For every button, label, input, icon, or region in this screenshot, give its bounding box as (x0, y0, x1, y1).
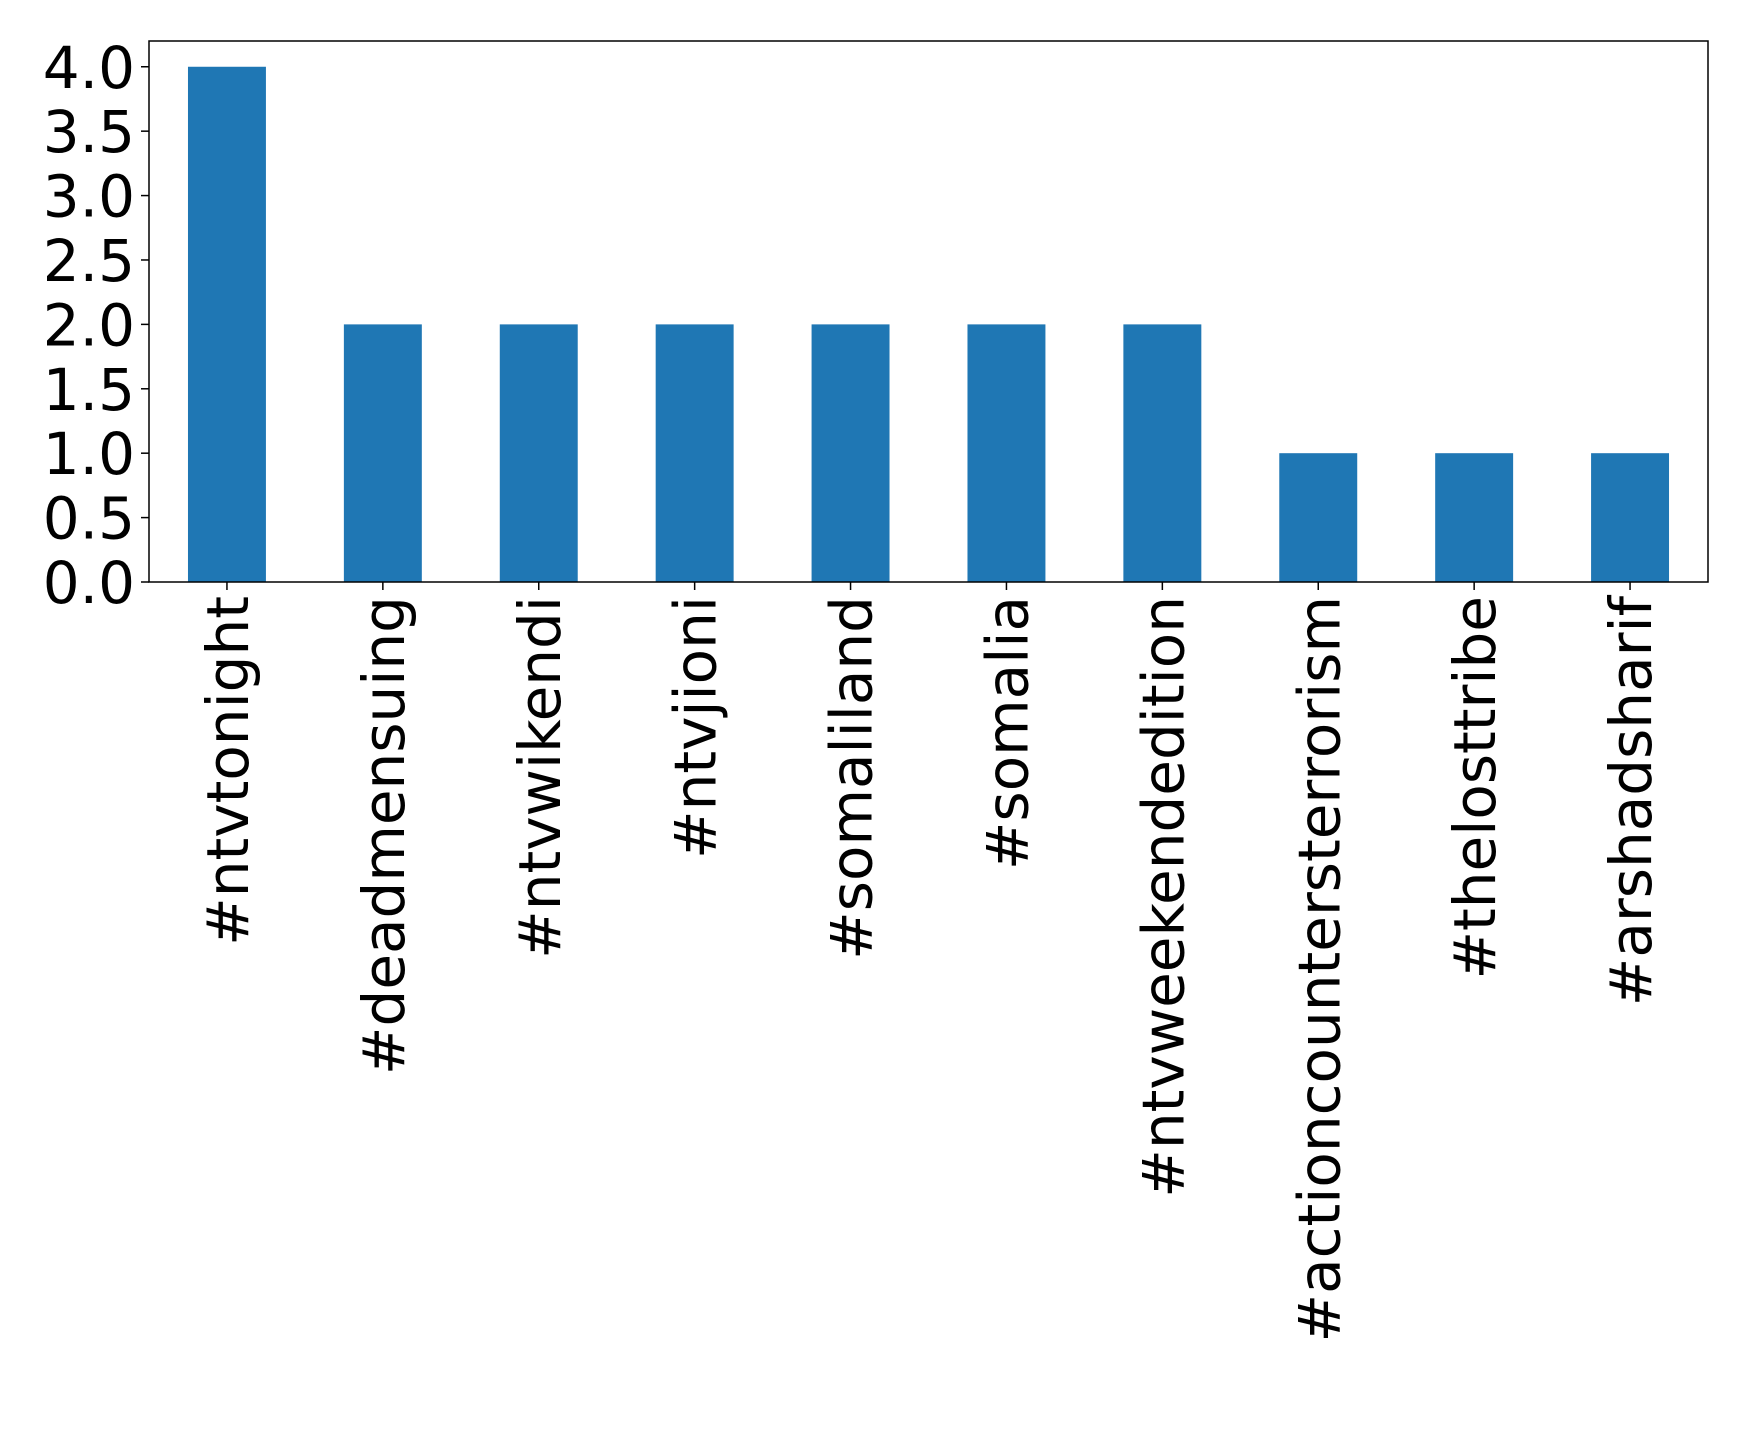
bar (343, 324, 422, 582)
x-tick-label: #arshadsharif (1597, 594, 1665, 1006)
bar (1123, 324, 1202, 582)
x-tick-label: #ntvweekendedition (1129, 596, 1197, 1198)
y-tick-label: 1.5 (43, 356, 135, 424)
x-tick-label: #somaliland (818, 596, 886, 960)
x-tick-label: #ntvwikendi (506, 596, 574, 959)
plot-frame (148, 40, 1709, 583)
y-tick-label: 1.0 (43, 420, 135, 488)
x-tick-label: #actioncountersterrorism (1285, 596, 1353, 1343)
x-tick-label: #ntvjioni (662, 596, 730, 859)
y-tick-label: 0.5 (43, 485, 135, 553)
bar (1591, 453, 1670, 582)
x-tick-label: #somalia (973, 596, 1041, 870)
y-tick-label: 2.0 (43, 291, 135, 359)
bar (499, 324, 578, 582)
bar (655, 324, 734, 582)
bar (187, 66, 266, 582)
y-tick-label: 3.5 (43, 98, 135, 166)
x-tick-label: #deadmensuing (350, 596, 418, 1075)
x-tick-label: #thelosttribe (1441, 596, 1509, 980)
y-tick-label: 3.0 (43, 163, 135, 231)
y-tick-label: 4.0 (43, 34, 135, 102)
bar (967, 324, 1046, 582)
y-tick-label: 0.0 (43, 549, 135, 617)
bar (1435, 453, 1514, 582)
x-tick-label: #ntvtonight (194, 596, 262, 946)
bar (811, 324, 890, 582)
y-tick-label: 2.5 (43, 227, 135, 295)
bar (1279, 453, 1358, 582)
